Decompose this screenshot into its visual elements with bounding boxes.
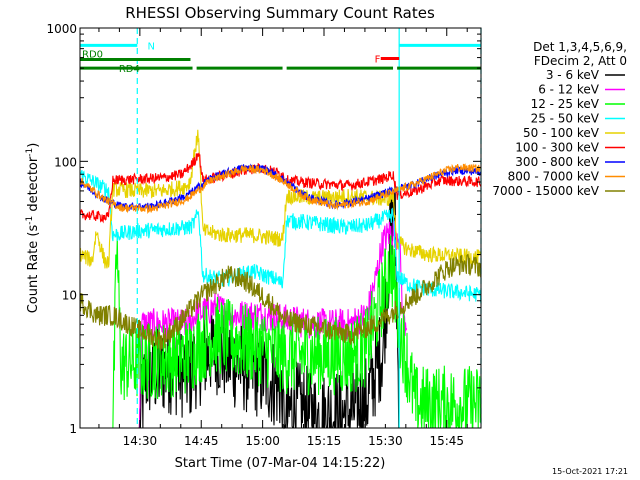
y-axis-title: Count Rate (s-1 detector-1) (25, 143, 41, 314)
legend-entry-label: 7000 - 15000 keV (492, 184, 599, 198)
plot-frame (79, 27, 482, 429)
y-axis-title-part: Count Rate (s (26, 225, 41, 314)
y-axis-title-part: detector (26, 156, 41, 216)
y-tick-label: 1000 (46, 22, 77, 36)
flag-label-rd4: RD4 (119, 64, 140, 75)
y-tick-label: 10 (62, 289, 77, 303)
timestamp-footer: 15-Oct-2021 17:21 (552, 467, 628, 476)
x-tick-label: 14:30 (123, 434, 158, 448)
series-line-9 (79, 253, 482, 351)
legend-entry-label: 25 - 50 keV (531, 112, 600, 126)
chart-title: RHESSI Observing Summary Count Rates (125, 4, 435, 22)
series-line-8 (79, 163, 482, 215)
series-line-4 (79, 169, 482, 303)
x-tick-label: 15:00 (245, 434, 280, 448)
y-axis-title-part: -1 (25, 216, 35, 225)
x-tick-label: 15:30 (368, 434, 403, 448)
x-axis: 14:30 14:45 15:00 15:15 15:30 15:45 (98, 28, 468, 448)
flag-label-rd0: RD0 (82, 50, 103, 61)
legend-entry-label: 100 - 300 keV (515, 141, 599, 155)
legend-entry-label: 800 - 7000 keV (508, 170, 600, 184)
x-tick-label: 14:45 (184, 434, 219, 448)
flag-label-f: F (375, 55, 381, 66)
legend-entry-label: 300 - 800 keV (515, 155, 599, 169)
legend-header-line: Det 1,3,4,5,6,9, (533, 40, 627, 54)
legend-header-line: FDecim 2, Att 0 (534, 54, 627, 68)
y-tick-label: 100 (54, 155, 77, 169)
x-tick-label: 15:15 (307, 434, 342, 448)
series-line-5 (79, 129, 482, 269)
flag-label-n: N (148, 41, 155, 52)
legend-entry-label: 3 - 6 keV (546, 68, 600, 82)
y-axis-title-part: -1 (25, 148, 35, 157)
x-tick-label: 15:45 (429, 434, 464, 448)
legend-entry-label: 12 - 25 keV (531, 97, 600, 111)
plot-area: N F RD0 RD4 (79, 28, 482, 430)
y-tick-label: 1 (69, 422, 77, 436)
y-axis-title-part: ) (26, 143, 41, 148)
series-line-3 (80, 235, 482, 429)
x-axis-title: Start Time (07-Mar-04 14:15:22) (175, 456, 386, 471)
legend-entry-label: 6 - 12 keV (538, 83, 600, 97)
y-axis: 1 10 100 1000 (46, 22, 481, 436)
legend-entry-label: 50 - 100 keV (523, 126, 600, 140)
legend: Det 1,3,4,5,6,9,FDecim 2, Att 03 - 6 keV… (492, 40, 627, 198)
